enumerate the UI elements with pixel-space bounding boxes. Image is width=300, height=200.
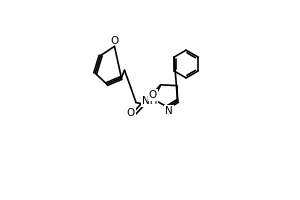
Text: NH: NH <box>142 96 158 106</box>
Text: O: O <box>110 36 118 46</box>
Text: O: O <box>149 90 157 100</box>
Text: O: O <box>127 108 135 118</box>
Text: N: N <box>165 106 173 116</box>
